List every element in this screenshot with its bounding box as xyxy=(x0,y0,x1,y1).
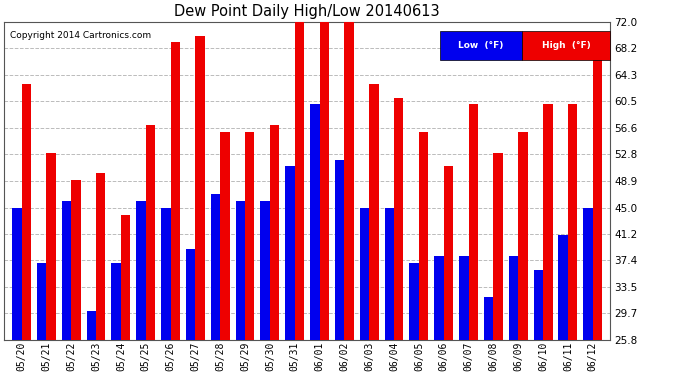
Bar xyxy=(359,208,369,340)
Bar xyxy=(533,270,543,340)
FancyBboxPatch shape xyxy=(440,31,522,60)
Text: Low  (°F): Low (°F) xyxy=(458,41,504,50)
Bar xyxy=(270,125,279,340)
Bar xyxy=(146,125,155,340)
Bar xyxy=(558,236,568,340)
Bar xyxy=(62,201,71,340)
Bar xyxy=(260,201,270,340)
Bar xyxy=(235,201,245,340)
Bar xyxy=(295,22,304,340)
Bar xyxy=(210,194,220,340)
Bar xyxy=(46,153,56,340)
Bar xyxy=(12,208,21,340)
Bar xyxy=(21,84,31,340)
Bar xyxy=(37,263,46,340)
Bar xyxy=(568,104,578,340)
Bar xyxy=(71,180,81,340)
Bar xyxy=(195,36,205,340)
Bar xyxy=(444,166,453,340)
Bar xyxy=(245,132,255,340)
Text: High  (°F): High (°F) xyxy=(542,41,591,50)
Bar xyxy=(543,104,553,340)
Bar xyxy=(310,104,319,340)
Bar xyxy=(434,256,444,340)
Bar xyxy=(121,214,130,340)
Bar xyxy=(112,263,121,340)
Bar xyxy=(369,84,379,340)
Bar xyxy=(220,132,230,340)
Bar xyxy=(170,42,180,340)
Title: Dew Point Daily High/Low 20140613: Dew Point Daily High/Low 20140613 xyxy=(175,4,440,19)
Bar xyxy=(583,208,593,340)
Bar xyxy=(593,49,602,340)
Bar xyxy=(459,256,469,340)
FancyBboxPatch shape xyxy=(522,31,610,60)
Bar xyxy=(509,256,518,340)
Bar xyxy=(409,263,419,340)
Bar xyxy=(186,249,195,340)
Bar xyxy=(344,22,354,340)
Bar xyxy=(419,132,428,340)
Bar xyxy=(384,208,394,340)
Bar xyxy=(137,201,146,340)
Text: Copyright 2014 Cartronics.com: Copyright 2014 Cartronics.com xyxy=(10,31,151,40)
Bar xyxy=(285,166,295,340)
Bar xyxy=(161,208,170,340)
Bar xyxy=(319,15,329,340)
Bar xyxy=(335,159,344,340)
Bar xyxy=(484,297,493,340)
Bar xyxy=(518,132,528,340)
Bar xyxy=(493,153,503,340)
Bar xyxy=(96,173,106,340)
Bar xyxy=(469,104,478,340)
Bar xyxy=(394,98,404,340)
Bar xyxy=(87,311,96,340)
